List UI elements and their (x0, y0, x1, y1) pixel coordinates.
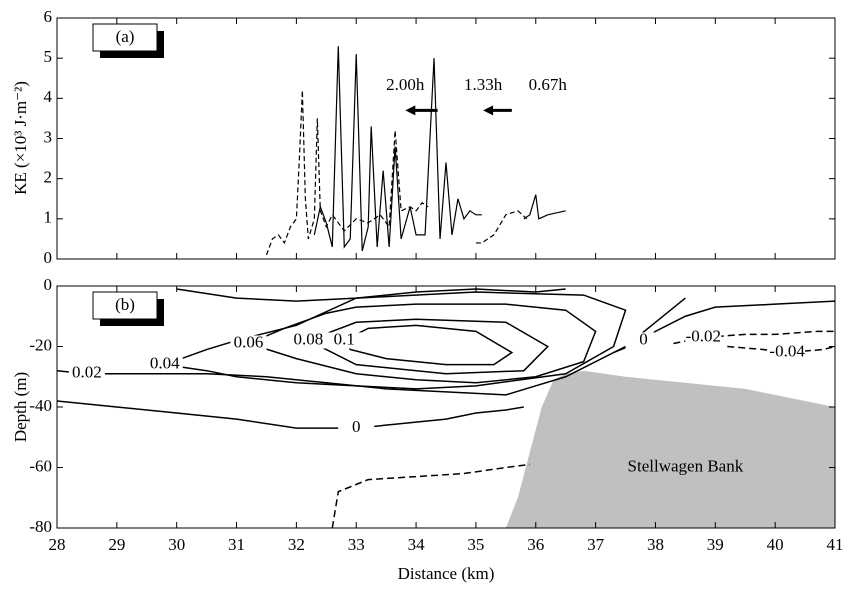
x-tick-label: 33 (348, 535, 365, 554)
data-line (313, 46, 482, 252)
y-axis-label: Depth (m) (11, 372, 30, 442)
plot-area (57, 288, 835, 528)
contour-label: -0.04 (769, 341, 805, 360)
y-tick-label: 5 (44, 47, 53, 66)
y-tick-label: 1 (44, 208, 53, 227)
contour-label-bg (338, 420, 375, 437)
contour-line (343, 324, 514, 366)
contour-line (308, 318, 549, 375)
arrow-head (405, 105, 416, 116)
x-tick-label: 32 (288, 535, 305, 554)
x-tick-label: 28 (49, 535, 66, 554)
x-tick-label: 35 (467, 535, 484, 554)
y-tick-label: -40 (29, 396, 52, 415)
y-tick-label: 3 (44, 127, 53, 146)
contour-line (164, 291, 627, 390)
plot-area (265, 46, 566, 256)
y-tick-label: -60 (29, 456, 52, 475)
y-tick-label: 4 (44, 87, 53, 106)
x-tick-label: 30 (168, 535, 185, 554)
x-tick-label: 31 (228, 535, 245, 554)
bank-label: Stellwagen Bank (628, 456, 744, 475)
contour-label-bg (685, 329, 722, 346)
contour-label-bg (290, 332, 327, 349)
y-tick-label: 0 (44, 275, 53, 294)
y-tick-label: -80 (29, 517, 52, 536)
contour-label-bg (68, 365, 105, 382)
contour-label-bg (326, 332, 363, 349)
contour-line (176, 288, 566, 302)
contour-label-bg (146, 356, 183, 373)
annotation: 1.33h (464, 75, 503, 94)
contour-label: 0.06 (234, 332, 264, 351)
y-tick-label: -20 (29, 335, 52, 354)
contour-label-bg (230, 335, 267, 352)
data-line (523, 194, 566, 220)
x-axis-label: Distance (km) (398, 564, 495, 583)
contour-label: -0.02 (686, 326, 721, 345)
x-tick-label: 29 (108, 535, 125, 554)
annotation: 2.00h (386, 75, 425, 94)
panel-label-box (92, 23, 158, 52)
x-tick-label: 40 (767, 535, 784, 554)
arrow-head (483, 105, 494, 116)
x-tick-label: 36 (527, 535, 544, 554)
contour-label: 0.04 (150, 354, 180, 373)
contour-line (248, 303, 597, 384)
contour-label-bg (625, 332, 662, 349)
contour-label: 0.08 (293, 329, 323, 348)
contour-label: 0 (352, 417, 361, 436)
x-tick-label: 38 (647, 535, 664, 554)
panel-label-box (92, 291, 158, 320)
x-tick-label: 37 (587, 535, 605, 554)
y-tick-label: 0 (44, 248, 53, 267)
annotation: 0.67h (529, 75, 568, 94)
x-tick-label: 41 (827, 535, 844, 554)
panel-label: (b) (115, 295, 135, 314)
panel-label: (a) (116, 27, 135, 46)
contour-label-bg (769, 344, 806, 361)
y-axis-label: KE (×10³ J·m⁻²) (11, 81, 30, 195)
contour-label: 0 (639, 329, 648, 348)
y-tick-label: 6 (44, 7, 53, 26)
y-tick-label: 2 (44, 168, 53, 187)
plot-frame (56, 17, 836, 260)
contour-line (57, 400, 524, 429)
contour-label: 0.1 (334, 329, 355, 348)
contour-label: 0.02 (72, 363, 102, 382)
x-tick-label: 39 (707, 535, 724, 554)
contour-line (331, 463, 530, 528)
data-line (265, 90, 429, 256)
bank-area (505, 370, 835, 528)
x-tick-label: 34 (408, 535, 426, 554)
data-line (475, 210, 528, 244)
